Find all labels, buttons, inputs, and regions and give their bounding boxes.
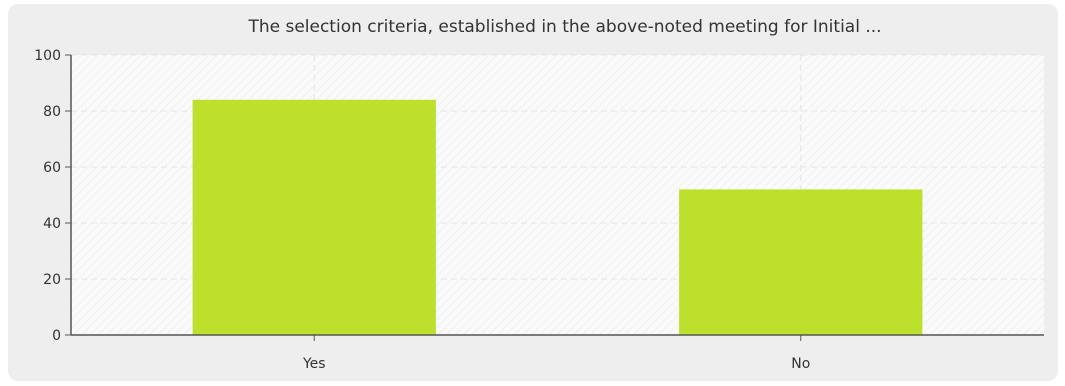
x-axis-ticks: Yes No <box>302 335 810 372</box>
x-tick-label: Yes <box>302 356 326 372</box>
bar-yes[interactable] <box>193 100 436 335</box>
bar-no[interactable] <box>679 189 922 335</box>
y-tick-label: 40 <box>43 216 61 232</box>
y-tick-label: 80 <box>43 104 61 120</box>
y-tick-label: 60 <box>43 160 61 176</box>
y-tick-label: 20 <box>43 272 61 288</box>
x-tick-label: No <box>791 356 810 372</box>
y-tick-label: 0 <box>52 328 61 344</box>
y-axis-ticks: 0 20 40 60 80 100 <box>34 48 71 344</box>
y-tick-label: 100 <box>34 48 61 64</box>
